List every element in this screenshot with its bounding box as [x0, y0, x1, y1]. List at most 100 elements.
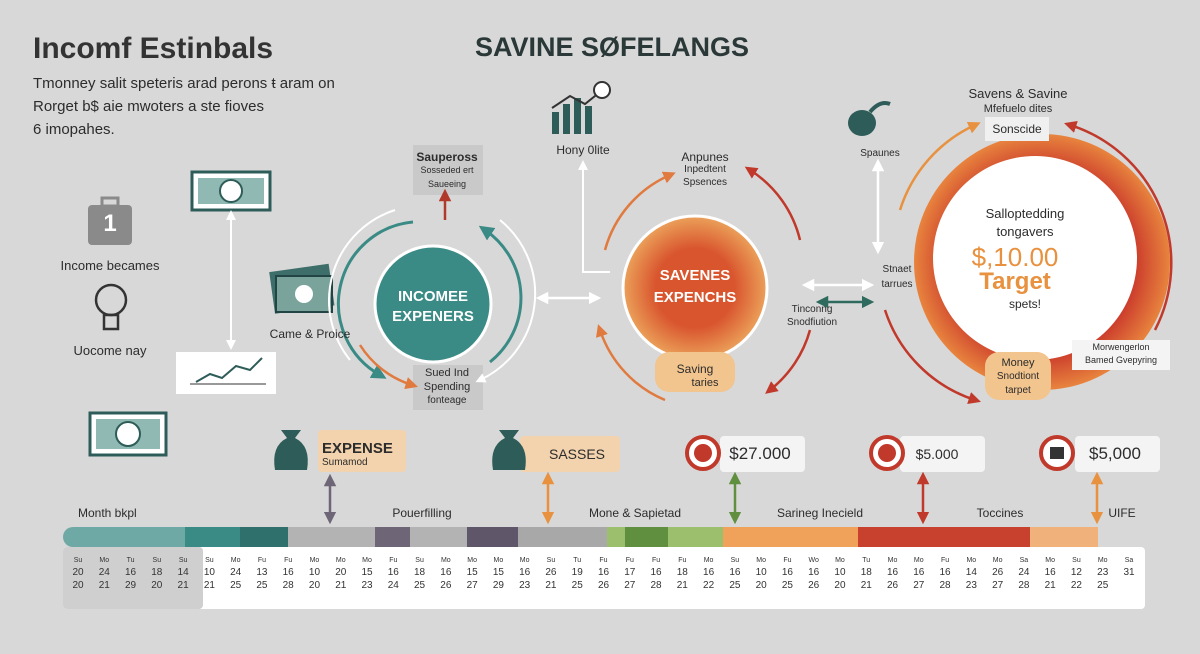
savings-tab	[655, 352, 735, 392]
calendar-day: Tu	[127, 557, 135, 564]
calendar-number: 23	[1097, 567, 1109, 578]
arc	[898, 121, 981, 211]
note-text: Morwengerlon	[1092, 342, 1150, 352]
tag-1	[274, 430, 406, 472]
subtitle: Tmonney salit speteris arad perons ŧ ara…	[33, 75, 335, 92]
arc	[765, 329, 812, 394]
calendar-day: Mo	[520, 557, 530, 564]
tab-text: taries	[691, 377, 719, 389]
calendar-day: Fu	[783, 557, 791, 564]
calendar-day: Mo	[704, 557, 714, 564]
calendar-day: Mo	[993, 557, 1003, 564]
target-inner	[933, 156, 1137, 360]
calendar-number: 16	[782, 567, 794, 578]
circle-text: INCOMEE	[397, 288, 469, 305]
arc	[596, 324, 666, 402]
tag-title: $5,000	[1089, 444, 1141, 463]
calendar-day: Mo	[336, 557, 346, 564]
calendar-day: Su	[74, 557, 83, 564]
calendar-number: 16	[388, 567, 400, 578]
calendar-number: 25	[414, 580, 426, 591]
tag-5	[1039, 435, 1160, 472]
calendar-day: Fu	[678, 557, 686, 564]
calendar-number: 16	[598, 567, 610, 578]
calendar-number: 25	[1097, 580, 1109, 591]
calendar-day: Mo	[362, 557, 372, 564]
calendar-number: 25	[572, 580, 584, 591]
calendar-number: 28	[283, 580, 295, 591]
connector	[578, 160, 610, 273]
label: Inpedtent	[684, 164, 726, 175]
tag-4	[869, 435, 985, 472]
calendar-number: 21	[861, 580, 873, 591]
arc	[328, 209, 396, 361]
calendar-day: Mo	[835, 557, 845, 564]
tag-title: $27.000	[729, 444, 791, 463]
calendar-number: 20	[309, 580, 321, 591]
tag-title: SASSES	[548, 446, 606, 462]
calendar-number: 27	[624, 580, 636, 591]
calendar-number: 10	[309, 567, 321, 578]
bottom-box	[413, 365, 483, 410]
box-text: Sosseded ert	[420, 165, 474, 175]
calendar-day: Mo	[494, 557, 504, 564]
label: Spaunes	[860, 148, 900, 159]
arc	[883, 309, 981, 405]
calendar-number: 16	[703, 567, 715, 578]
timeline-label: Pouerfilling	[392, 506, 452, 520]
calendar-day: Mo	[914, 557, 924, 564]
calendar-number: 16	[913, 567, 925, 578]
calendar-number: 15	[361, 567, 373, 578]
label: Anpunes	[681, 150, 729, 164]
down-arrows	[323, 471, 1104, 525]
calendar-number: 18	[861, 567, 873, 578]
calendar-number: 14	[178, 567, 190, 578]
arc	[336, 220, 414, 379]
calendar-number: 20	[834, 580, 846, 591]
calendar-day: Fu	[258, 557, 266, 564]
calendar-number: 25	[729, 580, 741, 591]
calendar-number: 18	[677, 567, 689, 578]
label: Hony 0lite	[556, 143, 610, 157]
calendar-number: 14	[966, 567, 978, 578]
calendar-number: 20	[151, 580, 163, 591]
tab-text: Money	[1001, 357, 1035, 369]
calendar-number: 16	[1045, 567, 1057, 578]
timeline-label: Month bkpl	[78, 506, 137, 520]
calendar-number: 24	[388, 580, 400, 591]
calendar-number: 16	[887, 567, 899, 578]
tag-3	[685, 435, 805, 472]
calendar-number: 26	[992, 567, 1004, 578]
label: Uocome nay	[73, 343, 147, 358]
circle-text: EXPENERS	[392, 308, 474, 325]
label: tarrues	[881, 279, 913, 290]
calendar-number: 26	[545, 567, 557, 578]
box-text: Saueeing	[427, 179, 467, 189]
calendar-box	[63, 547, 1145, 609]
calendar-number: 12	[1071, 567, 1083, 578]
calendar-number: 18	[414, 567, 426, 578]
money-stack	[269, 263, 335, 314]
calendar-number: 28	[650, 580, 662, 591]
calendar-number: 31	[1123, 567, 1135, 578]
calendar-number: 21	[677, 580, 689, 591]
bill-icon	[190, 170, 272, 212]
calendar-number: 24	[1018, 567, 1030, 578]
calendar-day: Su	[547, 557, 556, 564]
calendar-day: Mo	[310, 557, 320, 564]
calendar-day: Mo	[99, 557, 109, 564]
subtitle: 6 imopahes.	[33, 121, 115, 138]
arc	[603, 171, 676, 251]
calendar-day: Mo	[1098, 557, 1108, 564]
box-text: Spending	[423, 381, 471, 393]
right-tab	[985, 117, 1049, 141]
calendar-day: Su	[731, 557, 740, 564]
calendar-day: Sa	[1020, 557, 1029, 564]
chart-card	[176, 352, 276, 394]
calendar-day: Su	[415, 557, 424, 564]
calendar-number: 29	[125, 580, 137, 591]
savings-circle	[621, 214, 769, 362]
timeline-label: UIFE	[1108, 506, 1136, 520]
target-amount: $,10.00	[971, 242, 1059, 272]
